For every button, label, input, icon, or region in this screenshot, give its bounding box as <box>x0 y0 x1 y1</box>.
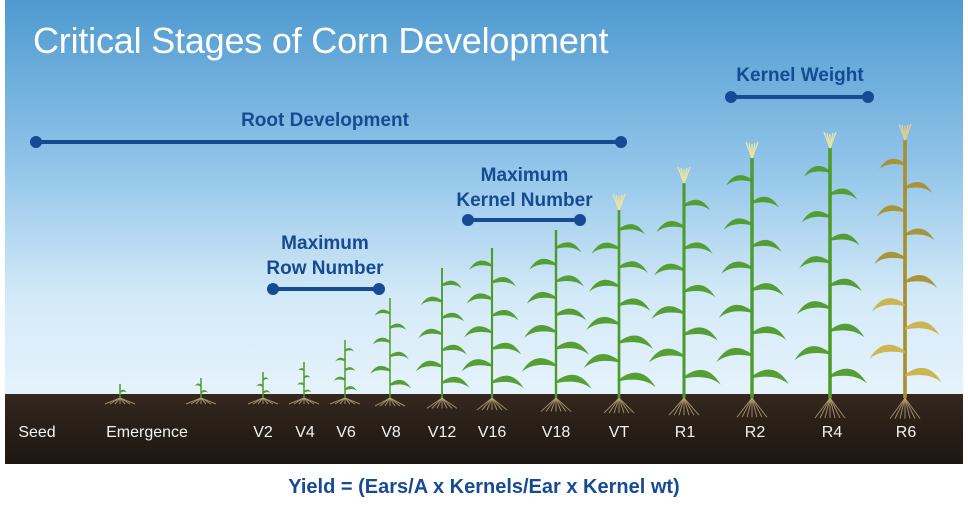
stage-label-r6: R6 <box>895 424 917 441</box>
stage-label-r4: R4 <box>821 424 843 441</box>
max-kernel-number-label: Maximum Kernel Number <box>456 165 593 211</box>
stage-label-v16: V16 <box>477 424 507 441</box>
corn-plant-v4 <box>288 362 320 405</box>
soil-band <box>5 394 963 464</box>
stage-label-r2: R2 <box>744 424 766 441</box>
stage-label-vt: VT <box>608 424 630 441</box>
root-development-bar <box>30 136 627 148</box>
stage-label-v12: V12 <box>427 424 457 441</box>
kernel-weight-label: Kernel Weight <box>736 65 864 86</box>
stage-label-seed: Seed <box>18 424 56 441</box>
stage-label-v6: V6 <box>336 424 356 441</box>
corn-plant-r6 <box>869 123 942 419</box>
stage-label-v4: V4 <box>295 424 315 441</box>
corn-plant-r1 <box>648 166 721 416</box>
max-kernel-number-bar <box>462 214 586 226</box>
max-row-number-bar <box>267 283 385 295</box>
stage-label-emergence: Emergence <box>106 424 188 441</box>
corn-plant-vt <box>583 193 656 414</box>
stage-label-v2: V2 <box>253 424 273 441</box>
corn-plant-v12 <box>415 268 470 409</box>
root-development-label: Root Development <box>241 110 409 131</box>
stage-label-v8: V8 <box>381 424 401 441</box>
corn-plant-v2a <box>185 378 217 405</box>
corn-plant-v16 <box>461 248 524 411</box>
diagram-title: Critical Stages of Corn Development <box>33 20 609 61</box>
corn-plant-v6 <box>329 340 361 405</box>
kernel-weight-bar <box>725 91 874 103</box>
corn-plant-r2 <box>716 141 789 418</box>
corn-plant-r4 <box>794 131 867 419</box>
max-row-number-label: Maximum Row Number <box>266 233 384 279</box>
corn-plant-emergence <box>104 384 136 405</box>
stage-label-r1: R1 <box>674 424 696 441</box>
corn-plant-v8 <box>370 298 411 407</box>
corn-plant-v2 <box>247 372 279 405</box>
stage-label-v18: V18 <box>541 424 571 441</box>
corn-plant-v18 <box>521 230 592 412</box>
yield-formula: Yield = (Ears/A x Kernels/Ear x Kernel w… <box>288 476 680 498</box>
